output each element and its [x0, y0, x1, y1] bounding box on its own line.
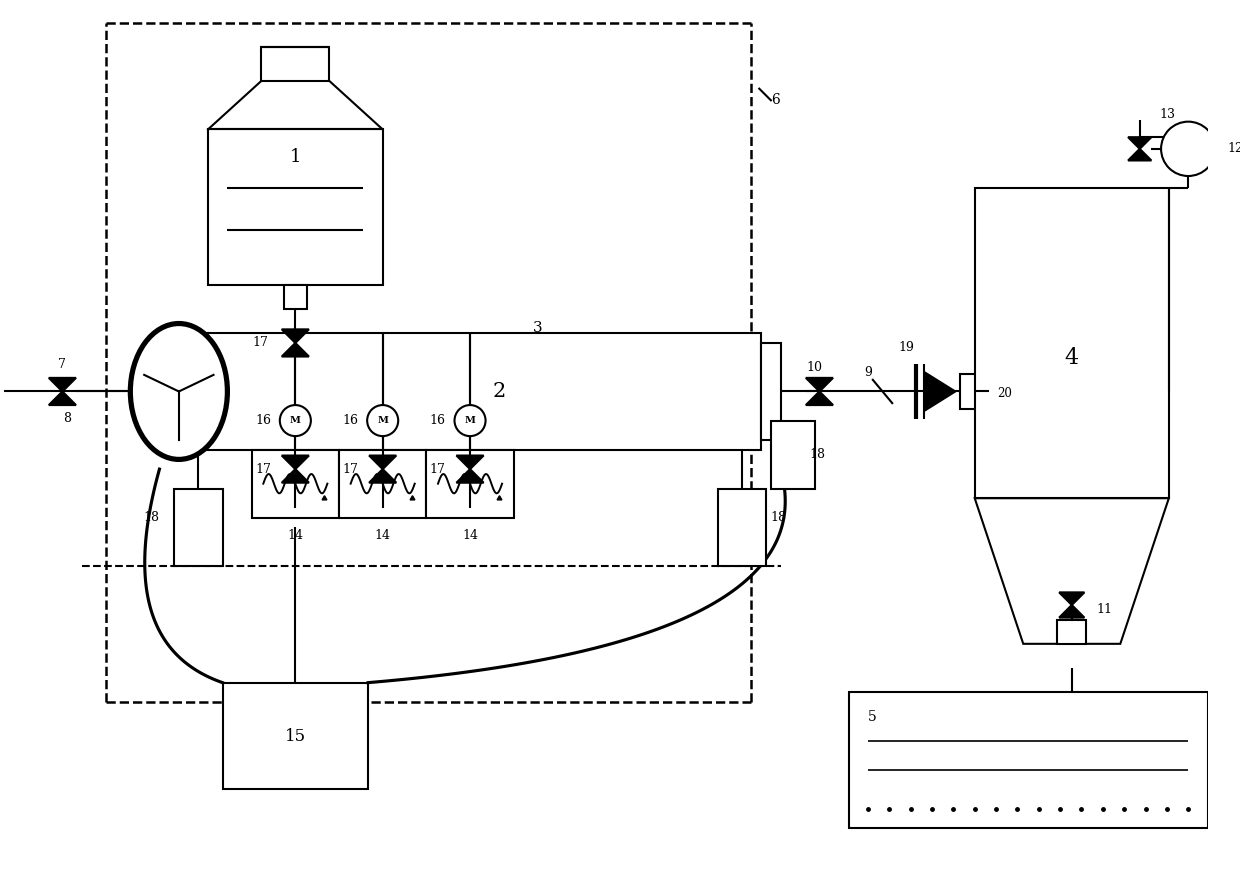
Text: 13: 13 [1159, 108, 1176, 121]
Text: 14: 14 [463, 529, 479, 541]
Bar [284, 285, 308, 309]
Text: 2: 2 [492, 382, 506, 401]
Text: 5: 5 [868, 709, 877, 723]
Text: 6: 6 [771, 93, 780, 107]
Text: 9: 9 [864, 365, 872, 378]
Polygon shape [456, 456, 484, 469]
Bar [718, 488, 766, 566]
Polygon shape [281, 469, 309, 483]
Bar [848, 693, 1208, 828]
Text: 17: 17 [430, 463, 445, 475]
Bar [208, 129, 383, 285]
Polygon shape [1128, 137, 1152, 149]
Text: M: M [290, 416, 301, 425]
Polygon shape [456, 469, 484, 483]
Polygon shape [281, 329, 309, 343]
Text: 8: 8 [63, 412, 71, 425]
Circle shape [280, 405, 311, 436]
Circle shape [455, 405, 486, 436]
Text: 17: 17 [255, 463, 272, 475]
Ellipse shape [130, 324, 227, 459]
Polygon shape [370, 469, 397, 483]
Polygon shape [281, 343, 309, 356]
Text: M: M [465, 416, 475, 425]
Bar [761, 343, 781, 440]
Bar [960, 374, 990, 409]
Text: 7: 7 [58, 358, 66, 370]
Polygon shape [1059, 592, 1085, 605]
Bar [771, 421, 815, 488]
Polygon shape [806, 378, 833, 392]
Text: 1: 1 [290, 149, 301, 166]
Text: 19: 19 [899, 341, 915, 355]
Polygon shape [370, 456, 397, 469]
Circle shape [1161, 121, 1215, 176]
Polygon shape [48, 378, 76, 392]
Polygon shape [1128, 149, 1152, 160]
Text: 16: 16 [430, 414, 445, 427]
Polygon shape [48, 392, 76, 405]
Text: 4: 4 [1065, 348, 1079, 370]
Bar [427, 450, 513, 517]
Text: 20: 20 [997, 387, 1012, 400]
Text: 18: 18 [810, 448, 826, 461]
Polygon shape [281, 456, 309, 469]
Text: M: M [377, 416, 388, 425]
Text: 17: 17 [342, 463, 358, 475]
Text: 16: 16 [255, 414, 272, 427]
Bar [1058, 620, 1086, 644]
Text: 12: 12 [1228, 143, 1240, 156]
Polygon shape [924, 372, 955, 411]
Bar [339, 450, 427, 517]
Text: 11: 11 [1096, 604, 1112, 616]
Polygon shape [1059, 605, 1085, 618]
Bar [975, 187, 1169, 498]
Text: 18: 18 [144, 511, 160, 524]
Text: 10: 10 [806, 361, 822, 374]
Text: 16: 16 [342, 414, 358, 427]
Bar [252, 450, 339, 517]
Text: 15: 15 [285, 728, 306, 744]
Polygon shape [806, 392, 833, 405]
Circle shape [367, 405, 398, 436]
Text: 17: 17 [252, 336, 268, 349]
Text: 18: 18 [771, 511, 787, 524]
Bar [174, 488, 222, 566]
Polygon shape [975, 498, 1169, 644]
Bar [179, 334, 761, 450]
Text: 14: 14 [374, 529, 391, 541]
Bar [262, 47, 330, 81]
Text: 14: 14 [288, 529, 304, 541]
Text: 3: 3 [533, 321, 543, 335]
Bar [222, 683, 368, 789]
